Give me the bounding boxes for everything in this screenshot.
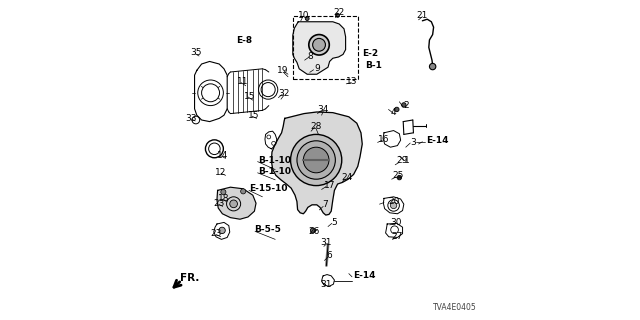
Text: 10: 10: [298, 11, 310, 20]
Text: 33: 33: [186, 114, 197, 123]
Text: 20: 20: [388, 197, 399, 206]
Text: 32: 32: [278, 89, 289, 98]
Text: 13: 13: [346, 77, 358, 86]
Text: 19: 19: [278, 66, 289, 75]
Text: 15: 15: [244, 92, 255, 100]
Text: 24: 24: [342, 173, 353, 182]
Text: 8: 8: [308, 52, 313, 60]
Text: 5: 5: [332, 218, 337, 227]
Text: 6: 6: [327, 252, 332, 260]
Text: 2: 2: [404, 101, 409, 110]
Text: 23: 23: [211, 229, 221, 238]
Text: 30: 30: [390, 218, 402, 227]
Circle shape: [429, 63, 436, 70]
Text: B-5-5: B-5-5: [254, 225, 281, 234]
Text: 7: 7: [322, 200, 328, 209]
Text: 1: 1: [404, 156, 409, 164]
Text: 26: 26: [308, 227, 319, 236]
Text: 16: 16: [378, 135, 390, 144]
Text: B-1: B-1: [365, 61, 381, 70]
Text: E-14: E-14: [426, 136, 449, 145]
Text: 17: 17: [324, 181, 335, 190]
Circle shape: [221, 189, 226, 195]
Circle shape: [241, 189, 246, 194]
Circle shape: [394, 107, 399, 112]
Bar: [292, 16, 358, 79]
Text: 4: 4: [391, 108, 396, 116]
Text: 15: 15: [248, 111, 259, 120]
Circle shape: [397, 175, 402, 180]
Text: 35: 35: [191, 48, 202, 57]
Circle shape: [336, 13, 340, 17]
Text: 18: 18: [218, 194, 230, 203]
Text: 9: 9: [314, 64, 319, 73]
Circle shape: [308, 35, 329, 55]
Text: 12: 12: [215, 168, 227, 177]
Text: 25: 25: [393, 171, 404, 180]
Text: 11: 11: [237, 77, 248, 86]
Circle shape: [390, 202, 397, 209]
Circle shape: [402, 103, 406, 107]
Text: 31: 31: [321, 238, 332, 247]
Polygon shape: [292, 22, 346, 74]
Circle shape: [305, 17, 309, 20]
Text: E-14: E-14: [354, 271, 376, 280]
Polygon shape: [271, 112, 362, 215]
Text: 3: 3: [410, 138, 415, 147]
Text: B-1-10: B-1-10: [259, 167, 291, 176]
Circle shape: [312, 38, 325, 51]
Text: TVA4E0405: TVA4E0405: [433, 303, 477, 312]
Text: FR.: FR.: [180, 273, 199, 284]
Circle shape: [219, 227, 225, 234]
Text: B-1-10: B-1-10: [259, 156, 291, 164]
Circle shape: [310, 228, 316, 233]
Text: E-2: E-2: [362, 49, 378, 58]
Text: E-15-10: E-15-10: [249, 184, 287, 193]
Circle shape: [303, 147, 329, 173]
Circle shape: [291, 134, 342, 186]
Text: 23: 23: [214, 199, 225, 208]
Text: 22: 22: [333, 8, 345, 17]
Text: 21: 21: [417, 11, 428, 20]
Circle shape: [297, 141, 335, 179]
Text: E-8: E-8: [236, 36, 252, 45]
Polygon shape: [217, 187, 256, 219]
Text: 27: 27: [392, 232, 403, 241]
Text: 14: 14: [217, 151, 228, 160]
Text: 29: 29: [396, 156, 407, 165]
Text: 31: 31: [321, 280, 332, 289]
Text: 28: 28: [310, 122, 321, 131]
Text: 34: 34: [317, 105, 329, 114]
Circle shape: [230, 200, 237, 208]
